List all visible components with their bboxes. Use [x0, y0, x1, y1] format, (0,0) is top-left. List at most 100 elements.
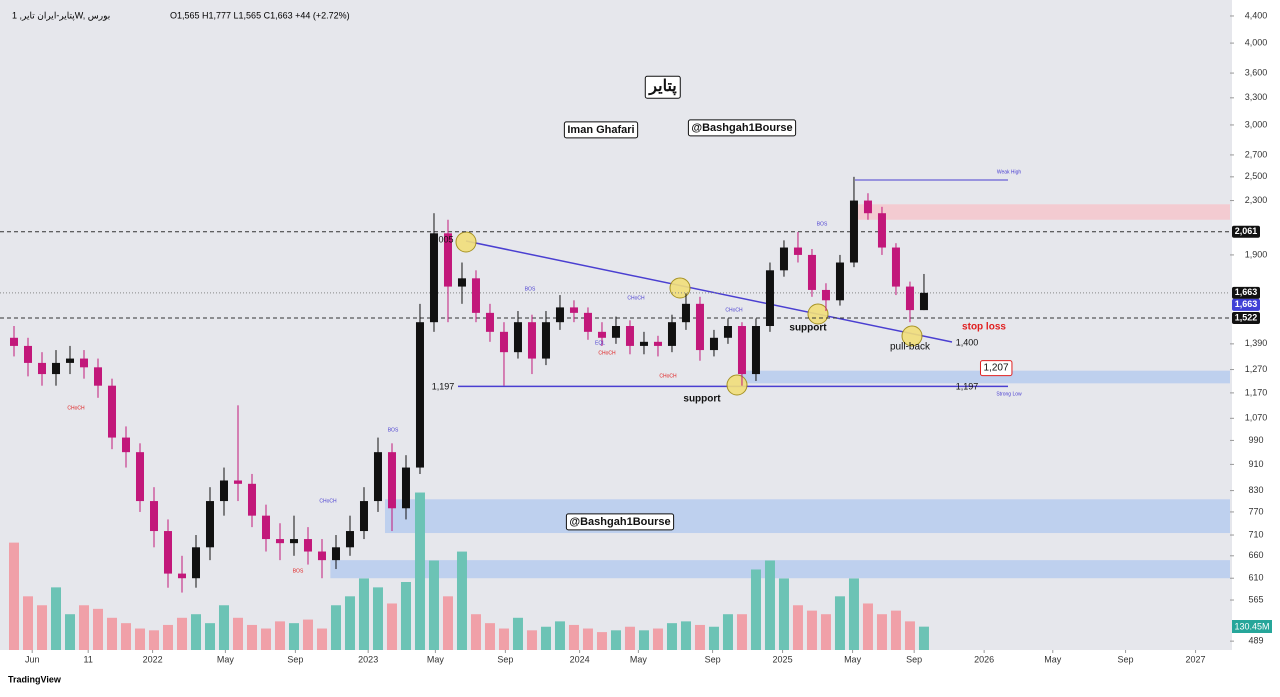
volume-bar: [36, 605, 47, 650]
candle-body: [471, 278, 480, 313]
volume-bar: [8, 542, 19, 650]
candle-body: [303, 539, 312, 552]
x-tick-label: May: [1044, 654, 1062, 664]
volume-bar: [750, 569, 761, 650]
annotation: Weak High: [997, 169, 1022, 175]
volume-bar: [316, 628, 327, 650]
candle-body: [653, 341, 662, 346]
candle-body: [205, 501, 214, 548]
y-tick-label: 4,000: [1245, 37, 1268, 47]
annotation-box: [565, 513, 675, 531]
x-tick-label: 2027: [1186, 654, 1206, 664]
volume-bar: [540, 626, 551, 650]
volume-bar: [190, 614, 201, 650]
volume-bar: [904, 621, 915, 650]
volume-bar: [694, 624, 705, 650]
volume-bar: [806, 610, 817, 650]
candle-body: [233, 480, 242, 484]
candle-body: [639, 341, 648, 346]
annotation-box: [979, 360, 1013, 377]
annotation: @Bashgah1Bourse: [691, 122, 792, 134]
price-label-bg: [1232, 312, 1260, 325]
volume-bar: [890, 610, 901, 650]
volume-bar: [834, 596, 845, 650]
price-label: 1,663: [1235, 287, 1258, 297]
volume-bar: [638, 630, 649, 650]
candle-body: [723, 326, 732, 338]
y-tick-label: 910: [1248, 459, 1263, 469]
candle-body: [919, 292, 928, 311]
annotation: 1,197: [956, 381, 979, 391]
candle-body: [177, 573, 186, 579]
candle-body: [93, 367, 102, 386]
candle-body: [569, 307, 578, 313]
candle-body: [681, 303, 690, 323]
candle-body: [793, 247, 802, 255]
annotation: pull-back: [890, 342, 931, 353]
annotation: CHoCH: [725, 307, 743, 313]
candle-body: [79, 358, 88, 368]
annotation: پتایر: [648, 78, 677, 96]
candle-body: [107, 385, 116, 438]
annotation: BOS: [293, 568, 304, 574]
candle-body: [625, 326, 634, 346]
candle-body: [121, 437, 130, 453]
x-tick-label: 2025: [773, 654, 793, 664]
candle-body: [289, 539, 298, 544]
price-label: 2,061: [1235, 226, 1258, 236]
volume-bar: [372, 587, 383, 650]
marker-circle: [669, 277, 691, 299]
volume-bar: [204, 623, 215, 650]
volume-bar: [918, 626, 929, 650]
volume-bar: [330, 605, 341, 650]
annotation: stop loss: [962, 322, 1006, 333]
x-tick-label: 2023: [358, 654, 378, 664]
volume-bar: [246, 624, 257, 650]
annotation: EQL: [595, 340, 605, 346]
y-tick-label: 770: [1248, 506, 1263, 516]
volume-bar: [64, 614, 75, 650]
annotation: CHoCH: [659, 373, 677, 379]
y-tick-label: 660: [1248, 550, 1263, 560]
volume-bar: [302, 619, 313, 650]
volume-bar: [414, 492, 425, 650]
y-tick-label: 1,170: [1245, 387, 1268, 397]
volume-bar: [162, 624, 173, 650]
y-tick-label: 710: [1248, 529, 1263, 539]
candle-body: [51, 362, 60, 375]
annotation: Iman Ghafari: [567, 124, 634, 136]
annotation: @Bashgah1Bourse: [569, 516, 670, 528]
y-tick-label: 565: [1248, 594, 1263, 604]
annotation-box: [687, 119, 797, 137]
volume-bar: [554, 621, 565, 650]
candle-body: [65, 358, 74, 363]
y-tick-label: 1,900: [1245, 249, 1268, 259]
x-tick-label: 2022: [143, 654, 163, 664]
annotation-box: [644, 75, 681, 99]
price-label: 1,522: [1235, 312, 1258, 322]
price-label-bg: [1232, 286, 1260, 299]
candle-body: [373, 452, 382, 502]
y-tick-label: 3,300: [1245, 92, 1268, 102]
volume-bar: [484, 623, 495, 650]
candle-body: [737, 326, 746, 375]
annotation: 1,197: [432, 381, 455, 391]
y-tick-label: 4,400: [1245, 10, 1268, 20]
candle-body: [555, 307, 564, 323]
zone: [330, 560, 1230, 579]
annotation: 1,207: [983, 363, 1008, 374]
volume-bar: [232, 617, 243, 650]
y-tick-label: 1,390: [1245, 338, 1268, 348]
volume-bar: [778, 578, 789, 650]
y-tick-label: 3,000: [1245, 119, 1268, 129]
marker-circle: [726, 374, 748, 396]
candle-body: [37, 362, 46, 375]
volume-bar: [652, 628, 663, 650]
price-label-bg: [1232, 225, 1260, 238]
volume-bar: [218, 605, 229, 650]
y-tick-label: 990: [1248, 435, 1263, 445]
candle-body: [541, 322, 550, 359]
volume-bar: [764, 560, 775, 650]
candle-body: [695, 303, 704, 351]
